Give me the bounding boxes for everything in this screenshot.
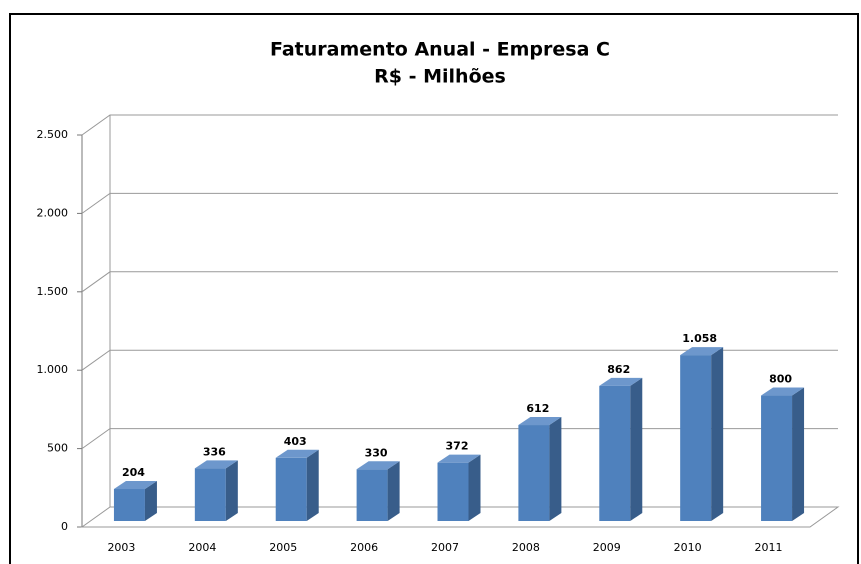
x-tick-label: 2004 xyxy=(188,541,216,554)
x-tick-label: 2010 xyxy=(674,541,702,554)
bar-top xyxy=(761,387,805,396)
chart-subtitle: R$ - Milhões xyxy=(374,66,506,88)
bar-front xyxy=(599,385,631,521)
bar-top xyxy=(437,454,481,463)
value-label: 800 xyxy=(769,373,792,386)
value-label: 336 xyxy=(203,445,226,458)
bar-top xyxy=(113,481,157,490)
bar-side xyxy=(225,460,238,521)
y-tick-label: 2.500 xyxy=(37,128,69,141)
y-tick-label: 2.000 xyxy=(37,206,69,219)
grid-line xyxy=(81,428,838,450)
grid-line xyxy=(81,114,838,136)
value-label: 612 xyxy=(526,402,549,415)
value-label: 1.058 xyxy=(682,332,717,345)
bar-front xyxy=(518,425,550,521)
bar-top xyxy=(518,417,562,426)
bar-side xyxy=(792,387,805,521)
bar-front xyxy=(275,457,307,521)
bar-top xyxy=(275,449,319,458)
value-label: 204 xyxy=(122,466,145,479)
y-tick-label: 500 xyxy=(47,442,68,455)
x-tick-label: 2008 xyxy=(512,541,540,554)
grid-line xyxy=(81,349,838,371)
bar-side xyxy=(549,417,562,521)
value-label: 330 xyxy=(365,446,388,459)
bar-side xyxy=(144,481,157,521)
bar-front xyxy=(113,489,145,521)
bar-side xyxy=(468,454,481,521)
x-tick-label: 2009 xyxy=(593,541,621,554)
x-tick-label: 2003 xyxy=(107,541,135,554)
x-tick-label: 2011 xyxy=(755,541,783,554)
bar-top xyxy=(599,377,643,386)
bar-front xyxy=(761,395,793,521)
value-label: 372 xyxy=(446,440,469,453)
bar-top xyxy=(356,461,400,470)
value-label: 862 xyxy=(607,363,630,376)
x-tick-label: 2006 xyxy=(350,541,378,554)
x-tick-label: 2007 xyxy=(431,541,459,554)
bar-top xyxy=(680,347,724,356)
chart-title: Faturamento Anual - Empresa C xyxy=(270,39,610,61)
bar-side xyxy=(711,347,724,521)
bar-top xyxy=(194,460,238,469)
bar-front xyxy=(680,355,712,521)
bar-front xyxy=(437,462,469,521)
value-label: 403 xyxy=(284,435,307,448)
bar-front xyxy=(356,469,388,521)
grid-line xyxy=(81,192,838,214)
bar-front xyxy=(194,468,226,521)
y-tick-label: 1.000 xyxy=(37,363,69,376)
y-tick-label: 0 xyxy=(61,520,68,533)
grid-line xyxy=(81,271,838,293)
y-tick-label: 1.500 xyxy=(37,285,69,298)
bar-side xyxy=(630,377,643,521)
bar-side xyxy=(387,461,400,521)
grid-line xyxy=(80,506,840,528)
x-tick-label: 2005 xyxy=(269,541,297,554)
bar-side xyxy=(306,449,319,521)
